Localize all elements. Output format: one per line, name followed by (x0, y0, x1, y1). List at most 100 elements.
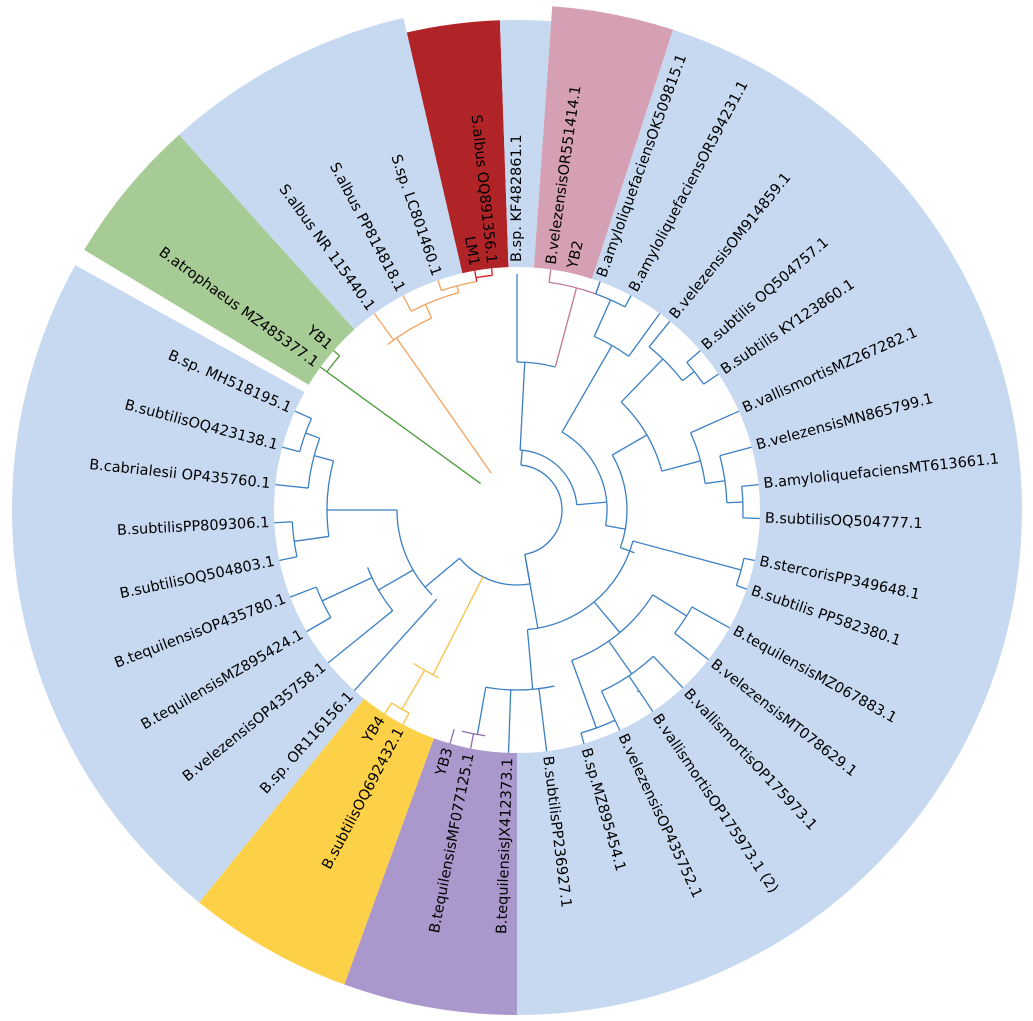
branch-arc (411, 292, 459, 312)
branch-arc (413, 662, 440, 679)
branch (605, 524, 626, 530)
branch (580, 732, 585, 744)
tree-branches (274, 268, 760, 753)
clade-sector-purple (344, 733, 517, 1015)
clade-sectors (12, 6, 1023, 1016)
branch-arc (391, 702, 410, 714)
branch (561, 345, 613, 433)
branch (608, 640, 633, 675)
branch-arc (307, 437, 321, 489)
branch (401, 669, 426, 710)
branch (449, 728, 455, 744)
branch-arc (561, 431, 608, 526)
branch (313, 455, 334, 462)
branch (490, 268, 493, 276)
tree-center-disc (274, 267, 760, 753)
branch (424, 557, 460, 588)
tree-interior (274, 267, 760, 753)
branch (531, 593, 539, 629)
branch (595, 281, 601, 295)
branch (305, 432, 320, 439)
branch (469, 733, 475, 749)
leaf-label: B.subtilisOQ504777.1 (765, 511, 923, 532)
branch (306, 616, 332, 633)
branch (652, 655, 684, 689)
branch (526, 629, 534, 690)
branch (624, 295, 632, 308)
branch (333, 350, 341, 357)
clade-sector-blue-right (517, 29, 1023, 1016)
branch (593, 299, 612, 337)
branch-arc (485, 685, 555, 691)
branch (661, 460, 701, 472)
branch (507, 689, 512, 753)
leaf-label: B.sp. KF482861.1 (509, 134, 525, 262)
clade-sector-pink (533, 6, 674, 284)
branch (648, 320, 671, 348)
branch (476, 687, 487, 735)
branch (628, 313, 661, 357)
branch-arc (396, 509, 433, 596)
branch (326, 371, 481, 485)
branch (632, 540, 742, 571)
branch-arc (689, 432, 706, 484)
branch (593, 601, 621, 633)
branch (432, 576, 484, 676)
clade-sector-red (406, 20, 509, 279)
branch-arc (387, 317, 432, 346)
branch (628, 675, 640, 692)
leaf-label: LM1 (461, 235, 482, 267)
branch (474, 270, 477, 278)
branch (294, 410, 312, 420)
branch-arc (326, 460, 335, 537)
branch-arc (520, 449, 578, 505)
branch (743, 557, 755, 562)
branch (576, 501, 607, 506)
branch-arc (367, 567, 394, 612)
branch (538, 688, 548, 752)
branch-arc (441, 280, 477, 292)
branch (742, 517, 760, 520)
branch (682, 370, 695, 382)
branch (571, 660, 597, 729)
branch (289, 586, 317, 598)
branch (554, 287, 578, 368)
branch (282, 446, 300, 453)
branch (396, 337, 492, 474)
leaf-label: YB3 (433, 746, 456, 778)
clade-sector-blue-left (12, 265, 368, 903)
branch (475, 277, 478, 282)
branch (275, 483, 309, 489)
clade-sector-blue-topleft (179, 17, 464, 334)
branch (705, 480, 726, 485)
branch (620, 358, 664, 403)
branch-arc (571, 594, 654, 661)
branch (437, 280, 443, 291)
branch (327, 610, 394, 664)
leaf-label: YB2 (565, 239, 587, 271)
branch (424, 304, 433, 319)
branch-arc (719, 455, 728, 503)
branch (456, 285, 460, 293)
branch (373, 313, 395, 341)
branch-arc (620, 401, 663, 472)
branch (611, 434, 648, 456)
root-arc (520, 464, 563, 555)
branch (690, 410, 740, 434)
branch (320, 366, 328, 373)
branch (279, 556, 298, 562)
branch-arc (595, 293, 626, 308)
branch (719, 446, 752, 457)
branch (321, 577, 373, 602)
clade-sector-yellow (199, 694, 436, 985)
branch (353, 598, 438, 692)
branch (378, 569, 414, 591)
branch (638, 690, 654, 712)
branch (736, 584, 747, 590)
branch (524, 554, 531, 584)
branch (402, 712, 410, 725)
branch (519, 362, 526, 451)
branch-arc (461, 730, 486, 737)
branch-arc (459, 557, 531, 586)
